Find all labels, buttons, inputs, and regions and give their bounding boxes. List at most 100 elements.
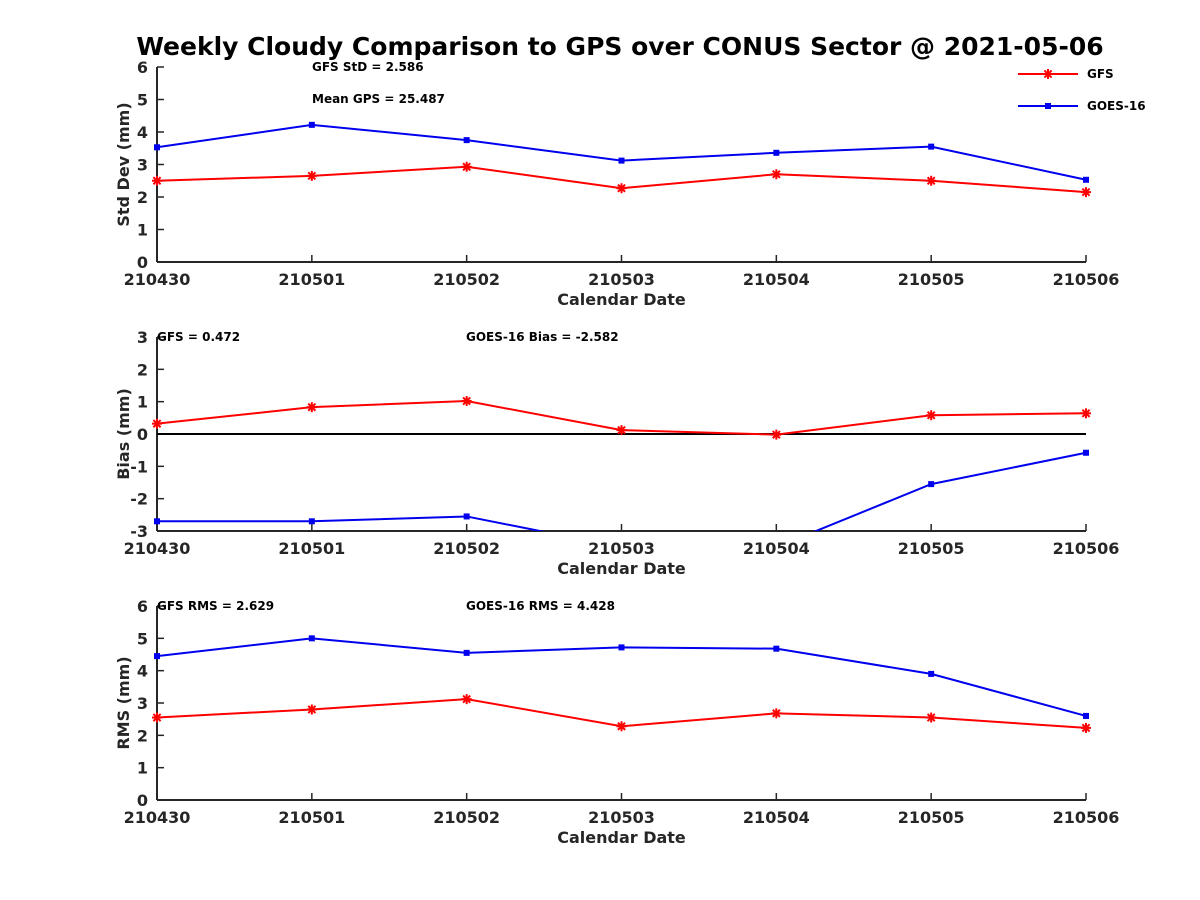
plot-area (152, 396, 1091, 531)
plot-area (152, 121, 1091, 198)
y-tick-label: 1 (137, 393, 148, 412)
y-tick-label: 3 (137, 328, 148, 347)
chart-panel-2: -3 -2 -1 0 1 2 3 210430 210501 210502 210503 210504… (114, 328, 1119, 578)
y-tick-label: 0 (137, 253, 148, 272)
x-tick-label: 210502 (433, 808, 500, 827)
x-tick-label: 210503 (588, 539, 655, 558)
x-axis-label: Calendar Date (557, 828, 686, 847)
x-tick-label: 210505 (898, 539, 965, 558)
y-tick-label: -2 (130, 490, 148, 509)
stat-annotation: GFS StD = 2.586 (312, 60, 424, 74)
x-tick-label: 210505 (898, 270, 965, 289)
x-tick-label: 210506 (1053, 808, 1120, 827)
y-tick-label: 5 (137, 629, 148, 648)
goes-16-point (1083, 176, 1089, 183)
stat-annotation: GOES-16 Bias = -2.582 (466, 330, 619, 344)
stat-annotation: GFS = 0.472 (157, 330, 240, 344)
goes-16-point (928, 143, 935, 150)
goes-16-point (773, 645, 780, 652)
goes-16-point (308, 635, 315, 642)
x-tick-label: 210430 (124, 808, 191, 827)
goes-16-point (154, 518, 160, 525)
y-tick-label: 3 (137, 156, 148, 175)
x-tick-label: 210501 (278, 808, 345, 827)
y-tick-label: -1 (130, 457, 148, 476)
gfs-point (1081, 722, 1091, 733)
y-tick-label: 1 (137, 759, 148, 778)
goes-16-point (463, 649, 470, 656)
x-tick-label: 210504 (743, 270, 810, 289)
y-tick-label: 0 (137, 791, 148, 810)
y-tick-label: 4 (137, 662, 148, 681)
goes-16-point (928, 670, 935, 677)
y-tick-label: 2 (137, 188, 148, 207)
x-tick-label: 210504 (743, 808, 810, 827)
legend-label: GFS (1087, 67, 1114, 81)
plot-area (152, 635, 1091, 733)
gfs-point (152, 175, 162, 186)
gfs-point (926, 410, 937, 421)
x-tick-label: 210506 (1053, 539, 1120, 558)
x-tick-label: 210502 (433, 539, 500, 558)
goes-16-point (308, 518, 315, 525)
x-tick-label: 210502 (433, 270, 500, 289)
gfs-point (461, 694, 472, 705)
goes-16-point (618, 644, 625, 651)
chart-panel-1: 0 1 2 3 4 5 6 210430 210501 210502 210503 210504 210… (114, 58, 1119, 309)
y-tick-label: 2 (137, 726, 148, 745)
legend-label: GOES-16 (1087, 99, 1146, 113)
x-axis-label: Calendar Date (557, 559, 686, 578)
y-axis-label: RMS (mm) (114, 656, 133, 749)
goes-16-point (618, 157, 625, 164)
legend: GFS GOES-16 (1018, 67, 1146, 113)
y-tick-label: 1 (137, 221, 148, 240)
y-axis-label: Bias (mm) (114, 388, 133, 480)
gfs-point (926, 712, 937, 723)
stat-annotation: Mean GPS = 25.487 (312, 92, 445, 106)
stat-annotation: GOES-16 RMS = 4.428 (466, 599, 615, 613)
y-tick-label: 6 (137, 597, 148, 616)
gfs-point (771, 429, 782, 440)
goes-16-point (463, 513, 470, 520)
x-tick-label: 210501 (278, 539, 345, 558)
goes-16-point (773, 149, 780, 156)
x-axis-label: Calendar Date (557, 290, 686, 309)
gfs-point (461, 396, 472, 407)
gfs-point (771, 708, 782, 719)
x-tick-label: 210506 (1053, 270, 1120, 289)
legend-entry: GFS (1018, 67, 1114, 81)
y-tick-label: 3 (137, 694, 148, 713)
goes-16-point (928, 481, 935, 488)
gfs-point (1081, 408, 1091, 419)
gfs-point (306, 402, 317, 413)
legend-marker (1043, 69, 1053, 79)
gfs-point (152, 712, 162, 723)
figure-title: Weekly Cloudy Comparison to GPS over CON… (136, 32, 1103, 61)
series-line-goes-16 (157, 451, 1087, 531)
x-tick-label: 210430 (124, 270, 191, 289)
y-tick-label: 2 (137, 360, 148, 379)
gfs-point (461, 161, 472, 172)
goes-16-point (154, 144, 160, 151)
y-tick-label: 5 (137, 91, 148, 110)
x-tick-label: 210504 (743, 539, 810, 558)
y-axis-label: Std Dev (mm) (114, 102, 133, 226)
gfs-point (616, 425, 627, 436)
y-tick-label: 6 (137, 58, 148, 77)
series-line-goes-16 (156, 123, 1087, 181)
x-tick-label: 210501 (278, 270, 345, 289)
goes-16-point (308, 121, 315, 128)
stat-annotation: GFS RMS = 2.629 (157, 599, 274, 613)
goes-16-point (463, 137, 470, 144)
x-tick-label: 210505 (898, 808, 965, 827)
legend-marker (1045, 103, 1051, 109)
gfs-point (152, 418, 162, 429)
goes-16-point (154, 653, 160, 660)
x-tick-label: 210430 (124, 539, 191, 558)
gfs-point (771, 169, 782, 180)
gfs-point (616, 721, 627, 732)
x-tick-label: 210503 (588, 808, 655, 827)
gfs-point (306, 704, 317, 715)
